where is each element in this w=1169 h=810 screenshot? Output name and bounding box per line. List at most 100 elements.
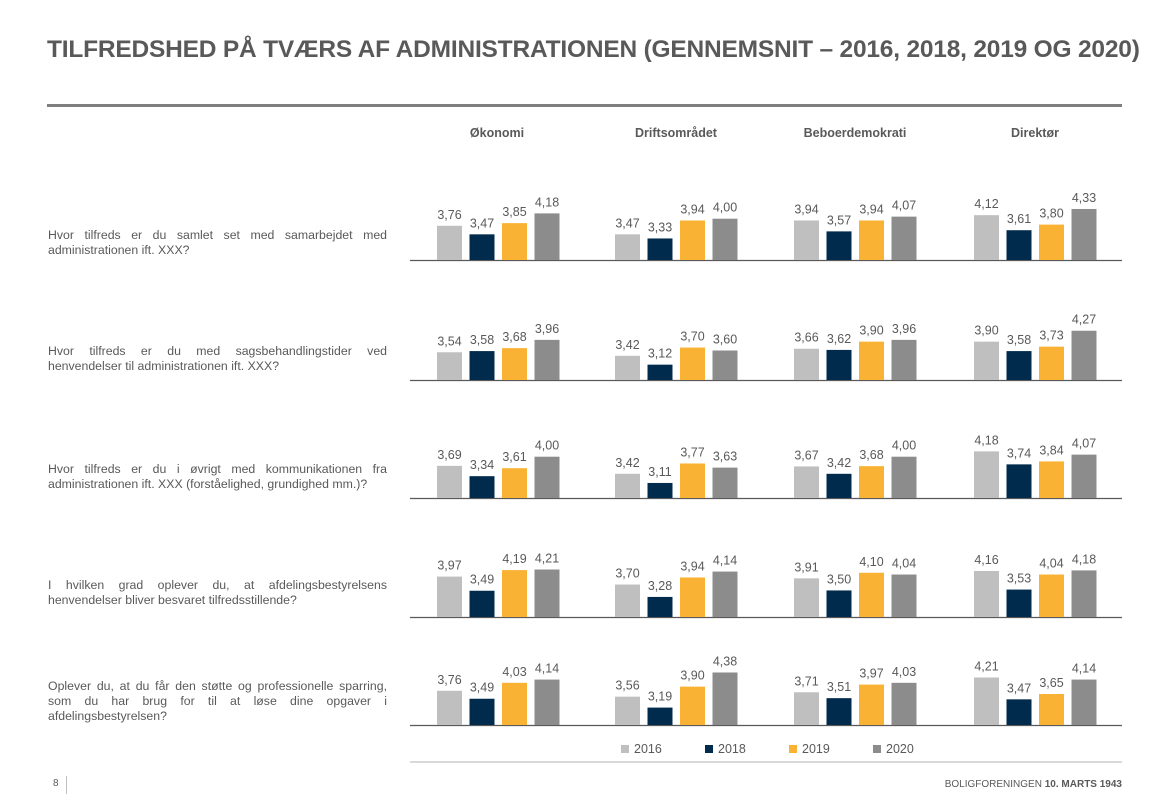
footer-org-bold: 10. MARTS 1943: [1044, 779, 1122, 790]
bar-row5-direktor-2019: [1039, 694, 1064, 725]
bar-row1-okonomi-2020: [534, 213, 560, 260]
bar-row1-okonomi-2016: [437, 225, 462, 260]
value-label-row5-direktor-2018: 3,47: [1007, 681, 1031, 695]
bar-row1-direktor-2016: [974, 215, 999, 260]
bar-row3-direktor-2018: [1006, 464, 1032, 498]
footer-org: BOLIGFORENINGEN: [944, 779, 1042, 790]
value-label-row5-okonomi-2016: 3,76: [437, 673, 461, 687]
bar-row5-direktor-2020: [1071, 679, 1097, 725]
value-label-row3-direktor-2016: 4,18: [974, 433, 998, 447]
bar-row3-okonomi-2020: [534, 456, 560, 498]
value-label-row5-okonomi-2020: 4,14: [535, 662, 559, 676]
bar-row5-beboerdemokrati-2016: [794, 692, 819, 725]
bar-row3-direktor-2020: [1071, 454, 1097, 498]
value-label-row4-direktor-2016: 4,16: [974, 553, 998, 567]
bar-row3-driftsomradet-2019: [680, 463, 705, 498]
question-2: Hvor tilfreds er du med sagsbehandlingst…: [48, 344, 387, 373]
bottom-divider: [410, 761, 1122, 763]
value-label-row1-okonomi-2019: 3,85: [502, 205, 526, 219]
page-number: 8: [53, 778, 59, 789]
legend-swatch-2018: [705, 745, 713, 753]
value-label-row4-driftsomradet-2020: 4,14: [713, 554, 737, 568]
bar-row2-beboerdemokrati-2019: [859, 341, 884, 380]
value-label-row1-beboerdemokrati-2016: 3,94: [794, 202, 818, 216]
bar-row5-beboerdemokrati-2018: [826, 698, 852, 725]
bar-row1-beboerdemokrati-2019: [859, 220, 884, 260]
bar-row2-driftsomradet-2020: [712, 350, 738, 380]
legend-swatch-2019: [789, 745, 797, 753]
legend-swatch-2016: [621, 745, 629, 753]
value-label-row5-driftsomradet-2019: 3,90: [680, 669, 704, 683]
value-label-row1-driftsomradet-2018: 3,33: [648, 220, 672, 234]
bar-row3-driftsomradet-2020: [712, 467, 738, 498]
bar-row2-beboerdemokrati-2018: [826, 349, 852, 380]
value-label-row3-beboerdemokrati-2020: 4,00: [892, 439, 916, 453]
question-1: Hvor tilfreds er du samlet set med samar…: [48, 228, 387, 257]
legend-item-2020: 2020: [873, 742, 914, 756]
bar-row2-okonomi-2019: [502, 348, 527, 380]
value-label-row2-beboerdemokrati-2016: 3,66: [794, 331, 818, 345]
value-label-row1-driftsomradet-2019: 3,94: [680, 202, 704, 216]
value-label-row2-beboerdemokrati-2019: 3,90: [859, 324, 883, 338]
bar-row5-okonomi-2020: [534, 679, 560, 725]
bar-row2-direktor-2018: [1006, 351, 1032, 380]
bar-row3-direktor-2016: [974, 451, 999, 498]
value-label-row3-beboerdemokrati-2018: 3,42: [827, 456, 851, 470]
bar-row4-direktor-2016: [974, 570, 999, 617]
value-label-row4-driftsomradet-2019: 3,94: [680, 559, 704, 573]
bar-row3-beboerdemokrati-2019: [859, 466, 884, 498]
value-label-row3-beboerdemokrati-2019: 3,68: [859, 448, 883, 462]
bar-row1-direktor-2020: [1071, 208, 1097, 260]
value-label-row1-beboerdemokrati-2019: 3,94: [859, 202, 883, 216]
legend-item-2016: 2016: [621, 742, 662, 756]
value-label-row3-driftsomradet-2016: 3,42: [615, 456, 639, 470]
bar-row4-beboerdemokrati-2020: [891, 574, 917, 617]
value-label-row4-okonomi-2020: 4,21: [535, 552, 559, 566]
bar-row5-beboerdemokrati-2020: [891, 682, 917, 725]
bar-row5-driftsomradet-2020: [712, 672, 738, 725]
question-5: Oplever du, at du får den støtte og prof…: [48, 679, 387, 723]
bar-row1-beboerdemokrati-2016: [794, 220, 819, 260]
value-label-row5-direktor-2020: 4,14: [1072, 662, 1096, 676]
value-label-row4-okonomi-2019: 4,19: [502, 552, 526, 566]
value-label-row2-direktor-2019: 3,73: [1039, 329, 1063, 343]
bar-row2-direktor-2020: [1071, 330, 1097, 380]
value-label-row2-okonomi-2019: 3,68: [502, 330, 526, 344]
bar-row4-direktor-2019: [1039, 574, 1064, 617]
bar-row4-driftsomradet-2020: [712, 571, 738, 617]
value-label-row3-direktor-2018: 3,74: [1007, 446, 1031, 460]
value-label-row4-okonomi-2018: 3,49: [470, 573, 494, 587]
bar-row3-beboerdemokrati-2020: [891, 456, 917, 498]
bar-row1-beboerdemokrati-2020: [891, 216, 917, 260]
value-label-row3-driftsomradet-2019: 3,77: [680, 445, 704, 459]
value-label-row5-driftsomradet-2016: 3,56: [615, 679, 639, 693]
value-label-row5-okonomi-2018: 3,49: [470, 681, 494, 695]
bar-row4-beboerdemokrati-2019: [859, 572, 884, 617]
bar-row5-direktor-2016: [974, 677, 999, 725]
value-label-row3-driftsomradet-2020: 3,63: [713, 450, 737, 464]
value-label-row1-direktor-2016: 4,12: [974, 197, 998, 211]
bar-row2-direktor-2016: [974, 341, 999, 380]
value-label-row4-okonomi-2016: 3,97: [437, 559, 461, 573]
bar-row2-okonomi-2016: [437, 352, 462, 380]
value-label-row2-direktor-2016: 3,90: [974, 324, 998, 338]
bar-row4-beboerdemokrati-2018: [826, 590, 852, 617]
bar-row1-direktor-2018: [1006, 230, 1032, 260]
value-label-row5-beboerdemokrati-2016: 3,71: [794, 674, 818, 688]
value-label-row5-okonomi-2019: 4,03: [502, 665, 526, 679]
value-label-row5-beboerdemokrati-2018: 3,51: [827, 680, 851, 694]
footer-text: BOLIGFORENINGEN 10. MARTS 1943: [945, 779, 1122, 790]
bar-row3-driftsomradet-2018: [647, 482, 673, 498]
value-label-row2-okonomi-2016: 3,54: [437, 334, 461, 348]
bar-row5-driftsomradet-2018: [647, 707, 673, 725]
bar-row4-direktor-2018: [1006, 589, 1032, 617]
value-label-row2-driftsomradet-2018: 3,12: [648, 347, 672, 361]
bar-row2-driftsomradet-2018: [647, 364, 673, 380]
value-label-row2-driftsomradet-2016: 3,42: [615, 338, 639, 352]
value-label-row1-okonomi-2016: 3,76: [437, 208, 461, 222]
value-label-row3-direktor-2019: 3,84: [1039, 443, 1063, 457]
bar-row4-okonomi-2020: [534, 569, 560, 617]
value-label-row5-beboerdemokrati-2020: 4,03: [892, 665, 916, 679]
bar-row2-beboerdemokrati-2020: [891, 339, 917, 380]
value-label-row3-driftsomradet-2018: 3,11: [648, 465, 671, 479]
